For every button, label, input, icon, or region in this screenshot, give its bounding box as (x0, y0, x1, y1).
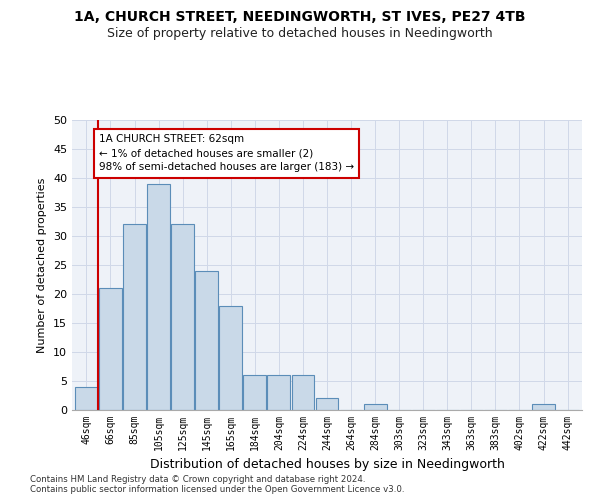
Bar (244, 375, 266, 410)
Bar (195, 271, 218, 410)
Bar (123, 224, 146, 410)
Bar (171, 224, 194, 410)
Bar (268, 375, 290, 410)
Text: 1A, CHURCH STREET, NEEDINGWORTH, ST IVES, PE27 4TB: 1A, CHURCH STREET, NEEDINGWORTH, ST IVES… (74, 10, 526, 24)
Bar (316, 398, 338, 410)
Bar (147, 184, 170, 410)
Text: Size of property relative to detached houses in Needingworth: Size of property relative to detached ho… (107, 28, 493, 40)
X-axis label: Distribution of detached houses by size in Needingworth: Distribution of detached houses by size … (149, 458, 505, 471)
Y-axis label: Number of detached properties: Number of detached properties (37, 178, 47, 352)
Text: 1A CHURCH STREET: 62sqm
← 1% of detached houses are smaller (2)
98% of semi-deta: 1A CHURCH STREET: 62sqm ← 1% of detached… (99, 134, 354, 172)
Bar (99, 288, 122, 410)
Bar (364, 404, 386, 410)
Bar (532, 404, 555, 410)
Bar (220, 306, 242, 410)
Bar (292, 375, 314, 410)
Bar (75, 387, 98, 410)
Text: Contains public sector information licensed under the Open Government Licence v3: Contains public sector information licen… (30, 485, 404, 494)
Text: Contains HM Land Registry data © Crown copyright and database right 2024.: Contains HM Land Registry data © Crown c… (30, 475, 365, 484)
